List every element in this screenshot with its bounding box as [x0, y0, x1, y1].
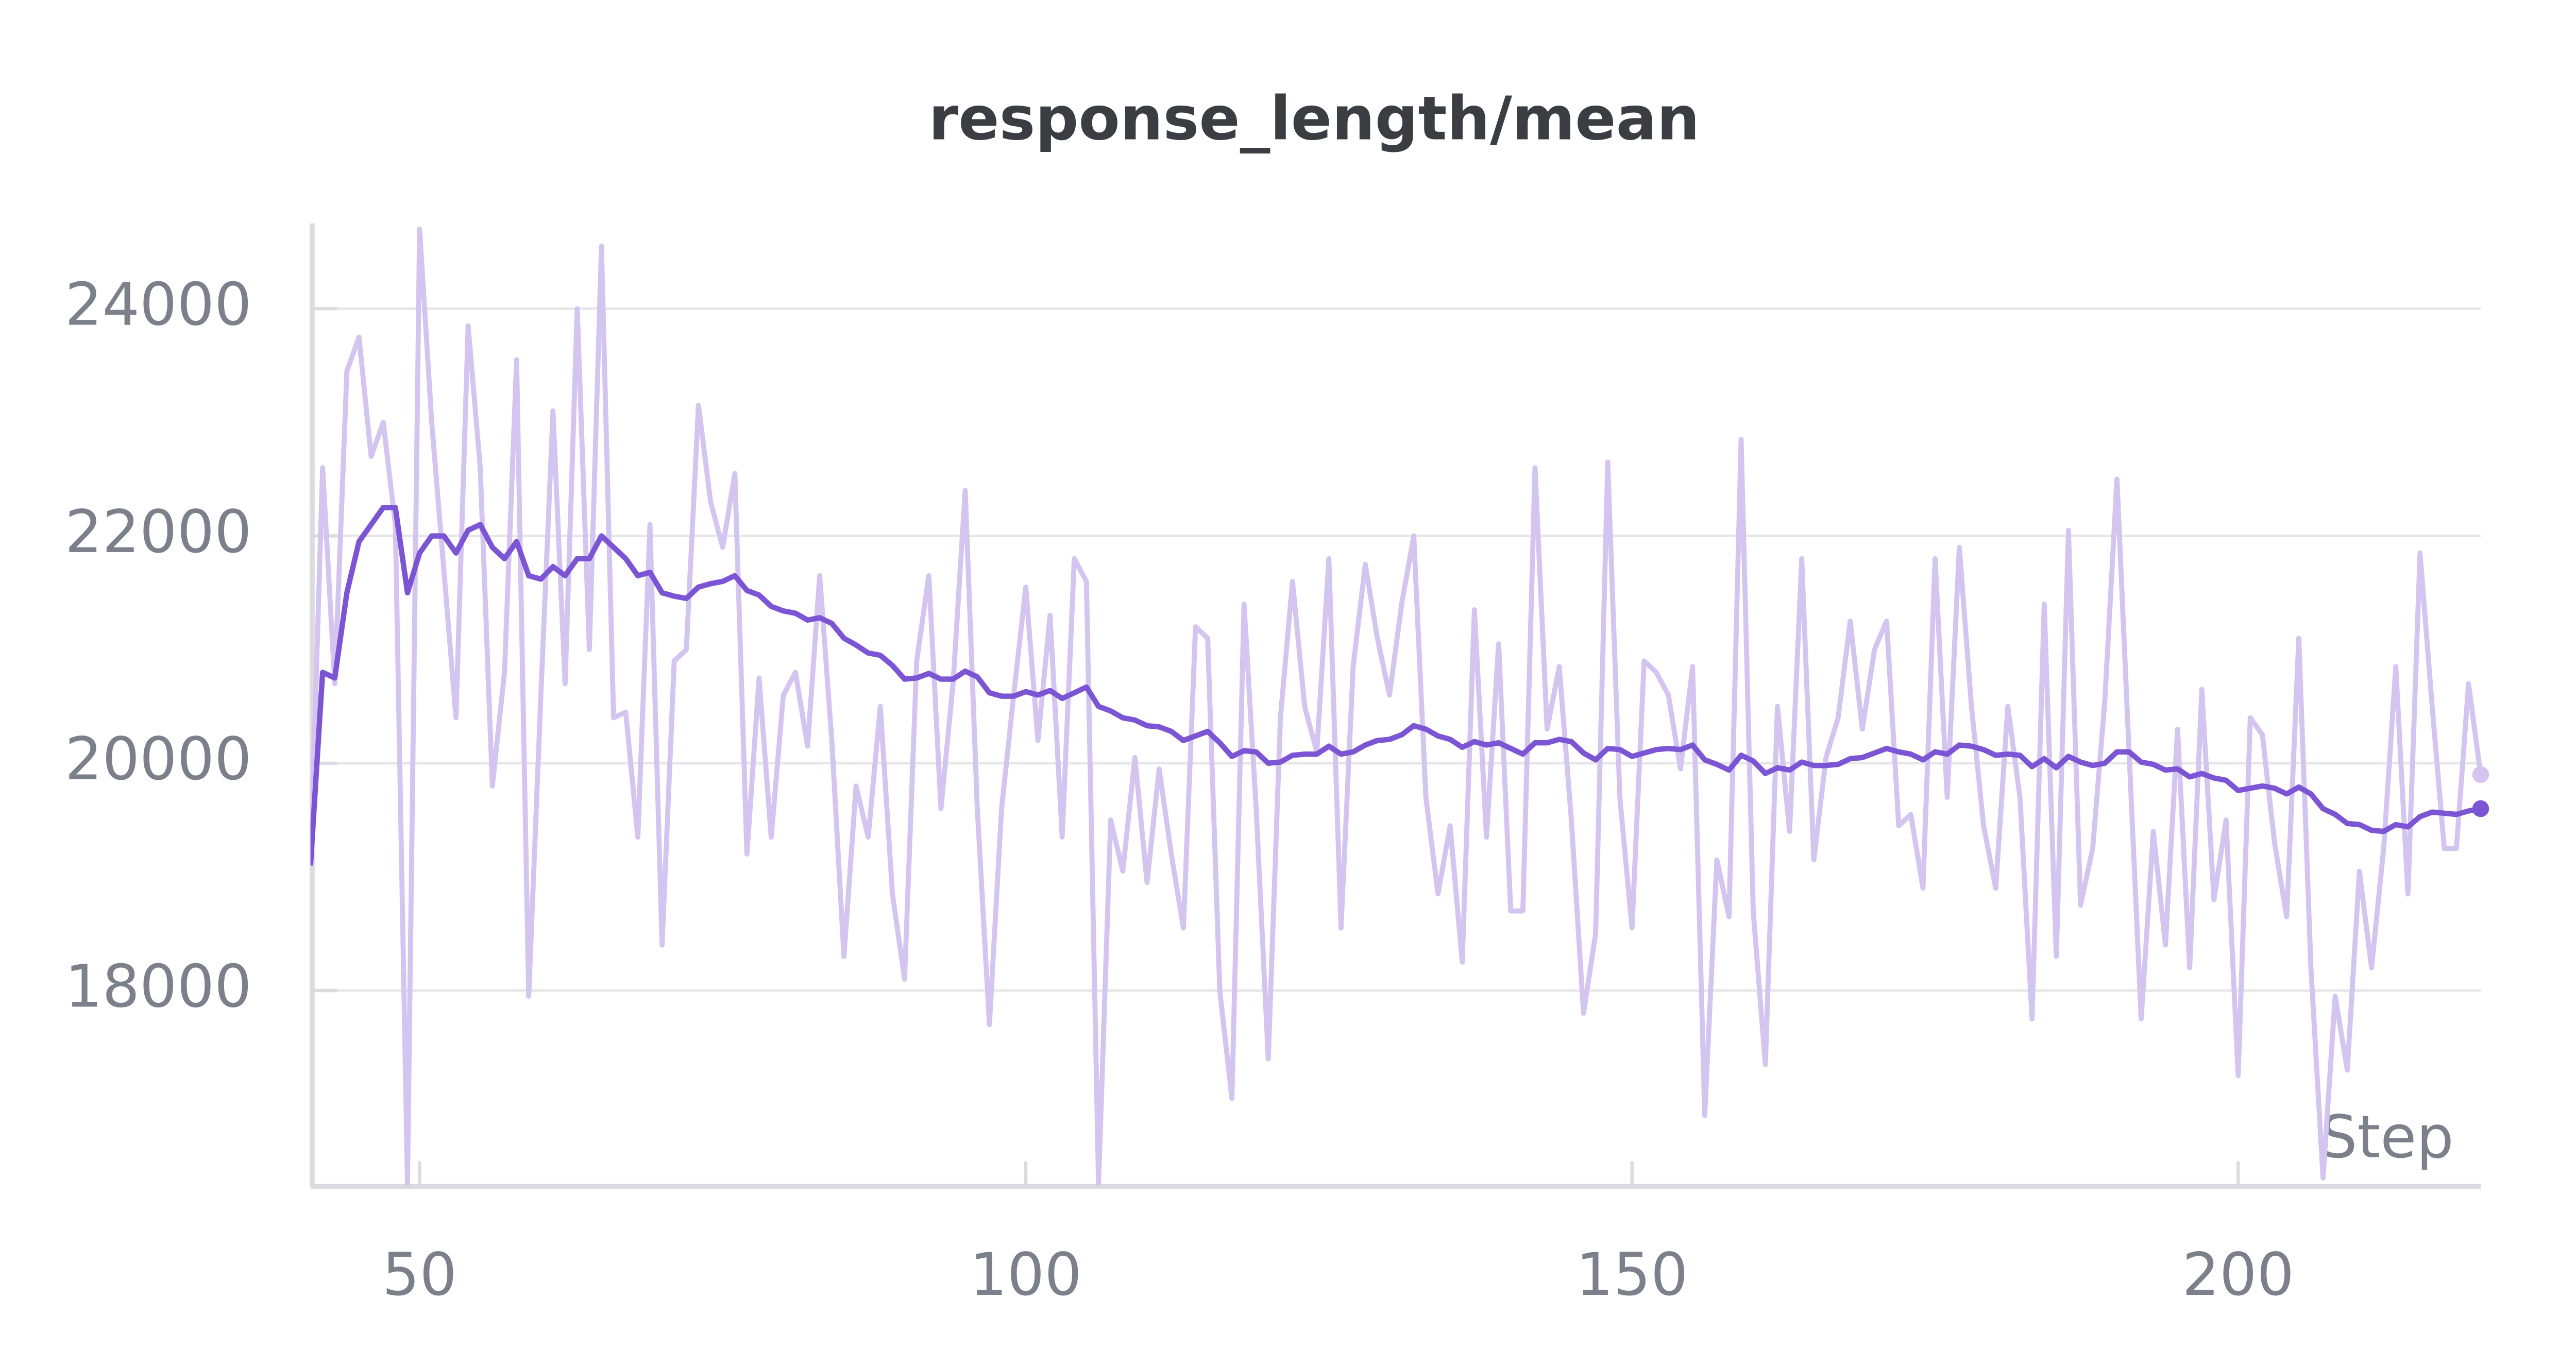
- x-tick-label: 50: [382, 1240, 457, 1309]
- y-tick-label: 24000: [65, 270, 252, 338]
- end-marker: [2472, 800, 2489, 817]
- plot-area: [310, 226, 2483, 1187]
- end-marker: [2472, 766, 2489, 783]
- series-line: [310, 226, 2483, 1187]
- y-tick-label: 18000: [65, 952, 252, 1020]
- x-tick-label: 200: [2182, 1240, 2294, 1309]
- chart-title: response_length/mean: [928, 83, 1700, 154]
- x-axis-label: Step: [2320, 1103, 2454, 1171]
- y-tick-label: 20000: [65, 725, 252, 793]
- y-tick-label: 22000: [65, 498, 252, 566]
- x-tick-label: 150: [1576, 1240, 1688, 1309]
- series-line: [310, 505, 2481, 866]
- x-tick-label: 100: [970, 1240, 1082, 1309]
